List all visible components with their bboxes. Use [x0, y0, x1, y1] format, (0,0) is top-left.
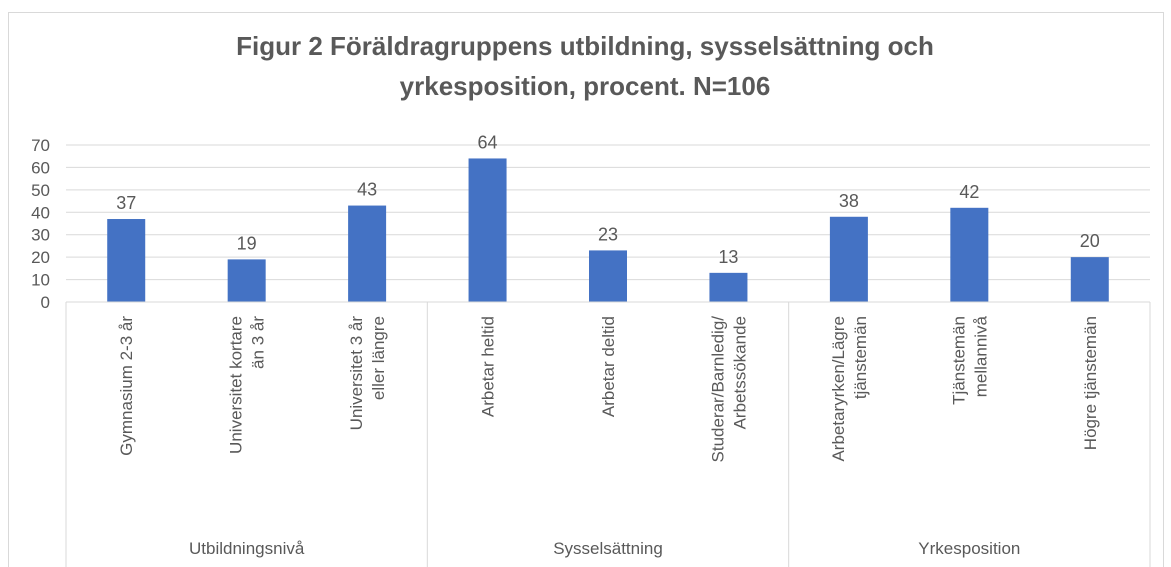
y-tick-label: 20: [31, 248, 50, 267]
x-tick-label: Arbetaryrken/Lägre tjänstemän: [829, 316, 870, 462]
bar: [1070, 257, 1109, 302]
data-label: 23: [598, 224, 618, 244]
bar: [829, 216, 868, 302]
text-line: tjänstemän: [851, 316, 870, 399]
text-line: Arbetaryrken/Lägre: [829, 316, 848, 462]
chart-title: Figur 2 Föräldragruppens utbildning, sys…: [236, 31, 934, 101]
bar: [227, 259, 266, 302]
text-line: Universitet 3 år: [347, 316, 366, 431]
bar: [107, 219, 146, 302]
y-tick-label: 0: [41, 293, 50, 312]
data-label: 13: [718, 247, 738, 267]
data-label: 19: [237, 233, 257, 253]
bar: [950, 207, 989, 302]
group-label: Yrkesposition: [918, 539, 1020, 558]
data-label: 42: [959, 182, 979, 202]
x-tick-label: Arbetar heltid: [479, 316, 498, 417]
text-line: än 3 år: [249, 316, 268, 369]
text-line: mellannivå: [971, 315, 990, 397]
data-label: 43: [357, 180, 377, 200]
group-label: Sysselsättning: [553, 539, 663, 558]
x-tick-label: Arbetar deltid: [599, 316, 618, 417]
text-line: Studerar/Barnledig/: [708, 316, 727, 463]
y-tick-label: 70: [31, 136, 50, 155]
y-tick-label: 50: [31, 181, 50, 200]
bar: [589, 250, 627, 302]
data-label: 64: [478, 132, 498, 152]
text-line: eller längre: [369, 316, 388, 400]
x-tick-label: Universitet 3 år eller längre: [347, 316, 388, 431]
text-line: Tjänstemän: [949, 316, 968, 405]
bar: [709, 272, 748, 302]
text-line: yrkesposition, procent. N=106: [400, 71, 771, 101]
text-line: Arbetssökande: [730, 316, 749, 429]
text-line: Figur 2 Föräldragruppens utbildning, sys…: [236, 31, 934, 61]
x-tick-label: Högre tjänstemän: [1081, 316, 1100, 450]
x-tick-label: Universitet kortare än 3 år: [227, 316, 268, 454]
y-tick-label: 30: [31, 226, 50, 245]
bar: [348, 205, 387, 302]
y-tick-label: 10: [31, 271, 50, 290]
data-label: 20: [1080, 231, 1100, 251]
y-tick-label: 40: [31, 203, 50, 222]
y-tick-label: 60: [31, 158, 50, 177]
group-label: Utbildningsnivå: [189, 539, 305, 558]
x-tick-label: Studerar/Barnledig/Arbetssökande: [708, 316, 749, 463]
x-tick-label: Gymnasium 2-3 år: [117, 316, 136, 456]
bar: [468, 158, 507, 302]
data-label: 37: [116, 193, 136, 213]
data-label: 38: [839, 191, 859, 211]
x-tick-label: Tjänstemän mellannivå: [949, 315, 990, 404]
text-line: Universitet kortare: [227, 316, 246, 454]
